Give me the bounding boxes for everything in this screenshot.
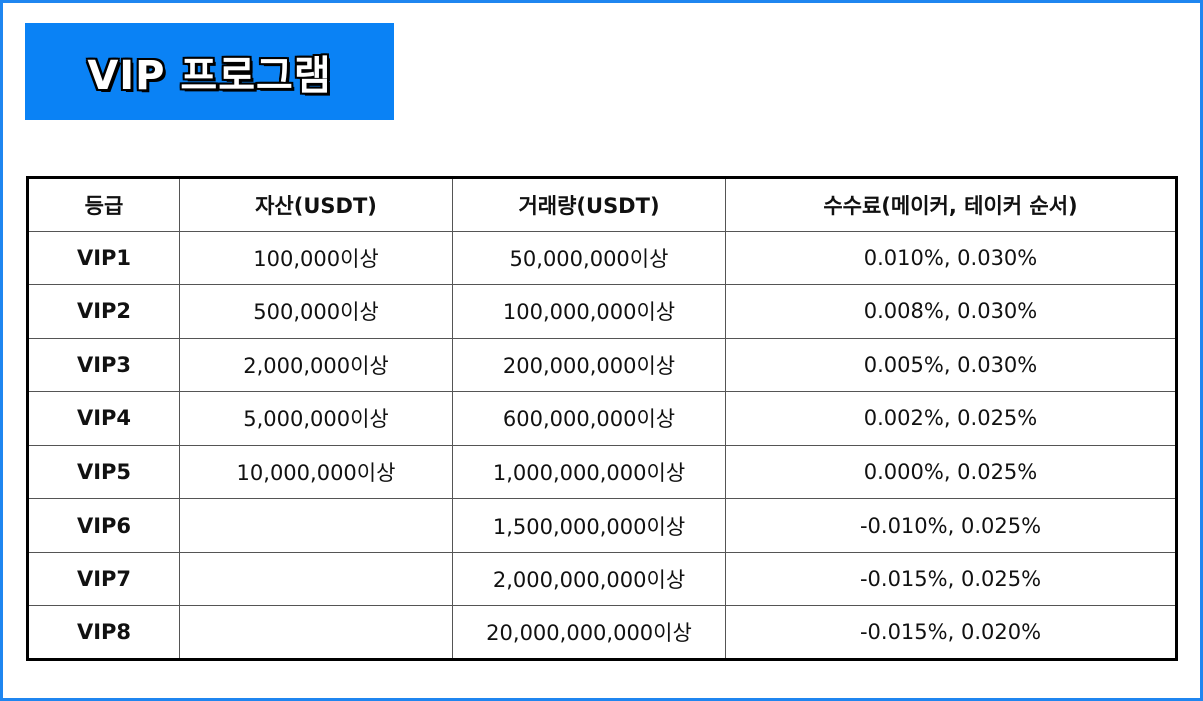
vip-table: 등급 자산(USDT) 거래량(USDT) 수수료(메이커, 테이커 순서) V…: [26, 176, 1178, 661]
cell-volume: 20,000,000,000이상: [452, 605, 726, 660]
cell-volume: 1,000,000,000이상: [452, 444, 726, 500]
cell-assets: [179, 498, 453, 553]
cell-level: VIP6: [27, 498, 180, 553]
cell-level: VIP5: [27, 444, 180, 500]
cell-level: VIP8: [27, 605, 180, 660]
cell-level: VIP1: [27, 230, 180, 286]
cell-assets: [179, 551, 453, 607]
cell-volume: 200,000,000이상: [452, 337, 726, 393]
cell-fees: 0.002%, 0.025%: [725, 391, 1177, 446]
header-volume: 거래량(USDT): [452, 177, 726, 232]
cell-fees: -0.015%, 0.020%: [725, 605, 1177, 660]
cell-fees: 0.010%, 0.030%: [725, 230, 1177, 286]
table-row: VIP6 1,500,000,000이상 -0.010%, 0.025%: [27, 498, 1177, 553]
cell-volume: 2,000,000,000이상: [452, 551, 726, 607]
table-header-row: 등급 자산(USDT) 거래량(USDT) 수수료(메이커, 테이커 순서): [27, 177, 1177, 232]
cell-level: VIP2: [27, 284, 180, 339]
table-row: VIP1 100,000이상 50,000,000이상 0.010%, 0.03…: [27, 230, 1177, 286]
cell-volume: 1,500,000,000이상: [452, 498, 726, 553]
page-title: VIP 프로그램: [87, 52, 332, 99]
cell-fees: 0.005%, 0.030%: [725, 337, 1177, 393]
table-row: VIP4 5,000,000이상 600,000,000이상 0.002%, 0…: [27, 391, 1177, 446]
cell-volume: 600,000,000이상: [452, 391, 726, 446]
title-banner: VIP 프로그램: [25, 23, 394, 120]
cell-fees: -0.010%, 0.025%: [725, 498, 1177, 553]
cell-assets: 2,000,000이상: [179, 337, 453, 393]
table-row: VIP5 10,000,000이상 1,000,000,000이상 0.000%…: [27, 444, 1177, 500]
header-fees: 수수료(메이커, 테이커 순서): [725, 177, 1177, 232]
table-row: VIP3 2,000,000이상 200,000,000이상 0.005%, 0…: [27, 337, 1177, 393]
table-row: VIP8 20,000,000,000이상 -0.015%, 0.020%: [27, 605, 1177, 660]
cell-assets: [179, 605, 453, 660]
cell-level: VIP3: [27, 337, 180, 393]
cell-volume: 50,000,000이상: [452, 230, 726, 286]
cell-level: VIP4: [27, 391, 180, 446]
cell-fees: -0.015%, 0.025%: [725, 551, 1177, 607]
header-assets: 자산(USDT): [179, 177, 453, 232]
cell-volume: 100,000,000이상: [452, 284, 726, 339]
header-level: 등급: [27, 177, 180, 232]
cell-fees: 0.008%, 0.030%: [725, 284, 1177, 339]
cell-level: VIP7: [27, 551, 180, 607]
cell-assets: 100,000이상: [179, 230, 453, 286]
cell-assets: 10,000,000이상: [179, 444, 453, 500]
cell-assets: 500,000이상: [179, 284, 453, 339]
table-row: VIP2 500,000이상 100,000,000이상 0.008%, 0.0…: [27, 284, 1177, 339]
table-row: VIP7 2,000,000,000이상 -0.015%, 0.025%: [27, 551, 1177, 607]
cell-assets: 5,000,000이상: [179, 391, 453, 446]
cell-fees: 0.000%, 0.025%: [725, 444, 1177, 500]
